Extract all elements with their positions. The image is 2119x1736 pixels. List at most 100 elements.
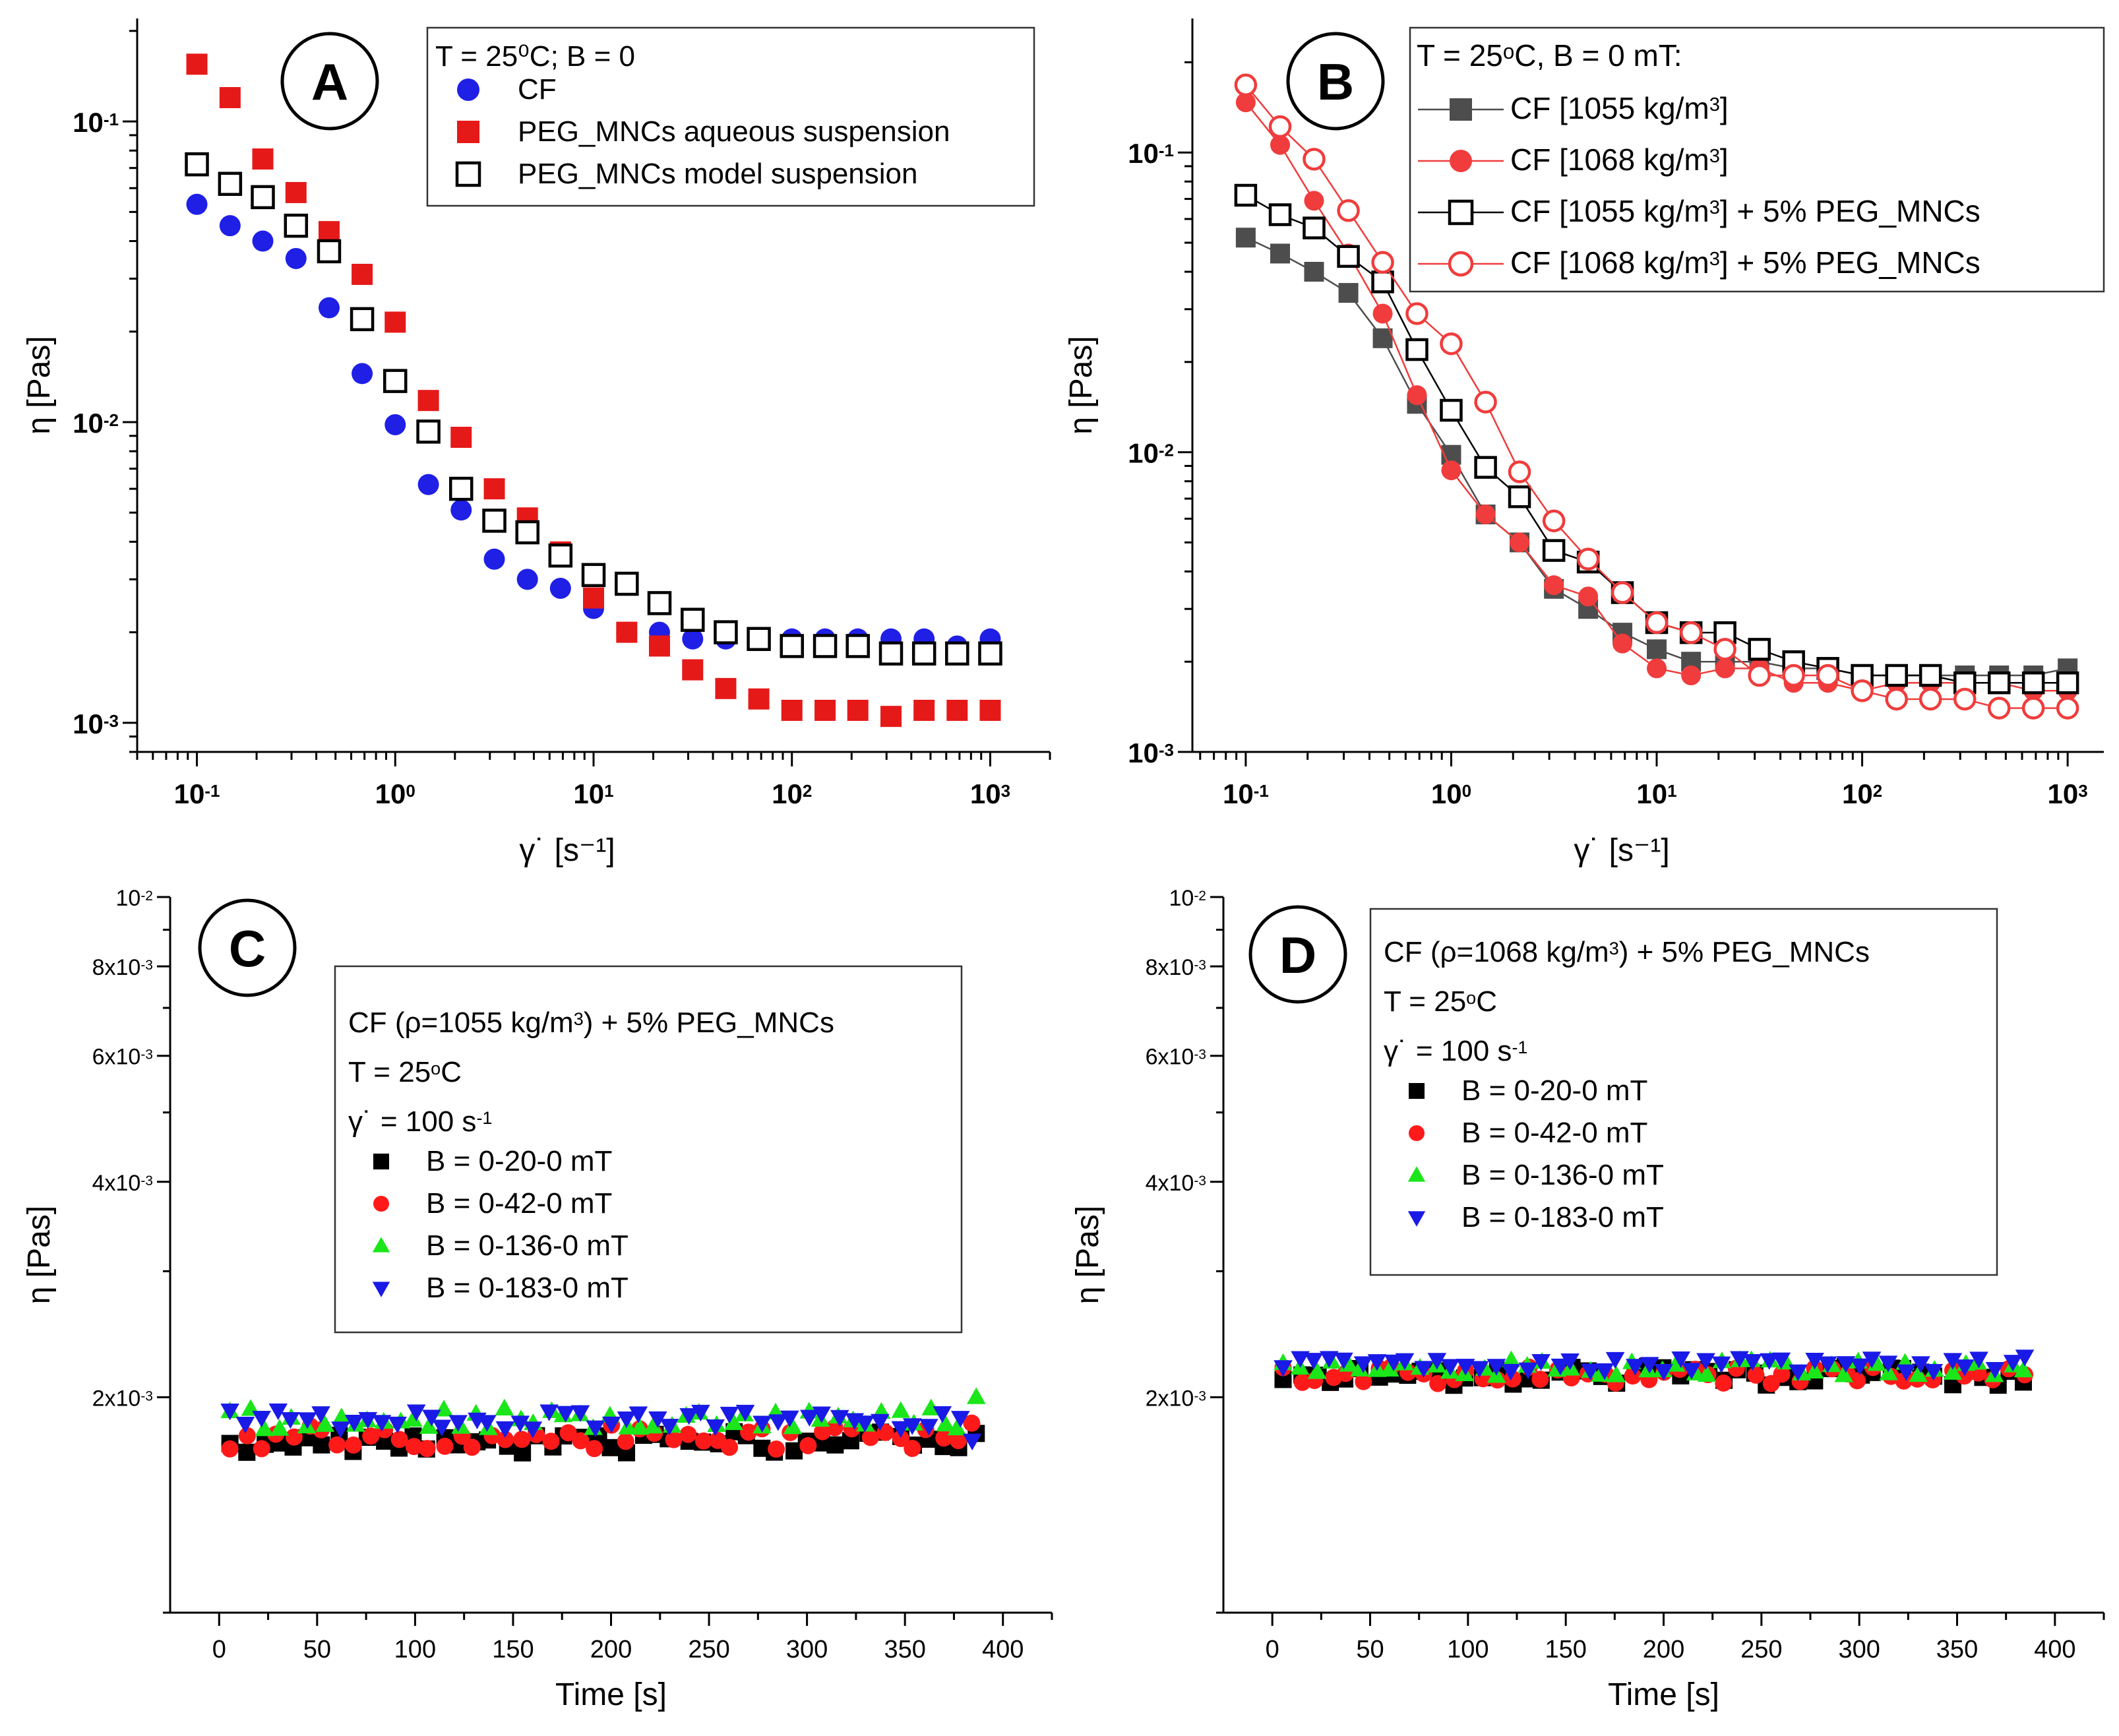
data-point bbox=[615, 571, 639, 596]
data-point bbox=[1715, 658, 1735, 679]
data-point bbox=[747, 627, 771, 651]
data-point bbox=[482, 509, 507, 533]
data-point bbox=[740, 1423, 758, 1441]
x-tick-label: 300 bbox=[1838, 1636, 1880, 1663]
data-point bbox=[1334, 1352, 1353, 1370]
data-point bbox=[682, 628, 704, 650]
data-point bbox=[1953, 687, 1977, 711]
legend-label: B = 0-183-0 mT bbox=[426, 1272, 629, 1304]
data-point bbox=[1885, 687, 1908, 711]
data-point bbox=[1987, 697, 2011, 720]
data-point bbox=[1551, 1358, 1570, 1376]
x-tick-label: 50 bbox=[303, 1636, 331, 1663]
data-point bbox=[1640, 1357, 1659, 1374]
legend-label: CF [1055 kg/m3] + 5% PEG_MNCs bbox=[1510, 194, 1981, 228]
data-point bbox=[515, 520, 539, 545]
data-point bbox=[238, 1443, 256, 1461]
legend-box bbox=[1409, 26, 2105, 293]
x-axis-title: Time [s] bbox=[1608, 1677, 1719, 1712]
data-point bbox=[724, 1413, 743, 1431]
data-point bbox=[660, 1419, 679, 1436]
data-point bbox=[1353, 1356, 1373, 1373]
data-point bbox=[1510, 532, 1530, 553]
x-axis-title: Time [s] bbox=[555, 1677, 667, 1712]
data-point bbox=[1502, 1350, 1521, 1367]
data-point bbox=[1789, 1364, 1808, 1382]
data-point bbox=[861, 1429, 879, 1446]
data-point bbox=[219, 215, 241, 237]
legend-text-line: T = 25oC bbox=[348, 1056, 462, 1088]
data-point bbox=[617, 1433, 634, 1450]
data-point bbox=[252, 148, 274, 170]
data-point bbox=[735, 1404, 755, 1422]
data-point bbox=[384, 414, 406, 435]
data-point bbox=[1654, 1363, 1673, 1381]
data-point bbox=[800, 1410, 819, 1427]
data-point bbox=[1531, 1353, 1551, 1371]
legend-marker bbox=[1409, 1083, 1425, 1099]
data-point bbox=[313, 1436, 330, 1454]
data-point bbox=[963, 1414, 981, 1432]
data-point bbox=[946, 699, 968, 721]
data-point bbox=[1440, 398, 1463, 422]
data-point bbox=[601, 1416, 621, 1434]
x-tick-label: 102 bbox=[772, 778, 812, 809]
data-point bbox=[1581, 1363, 1600, 1380]
data-point bbox=[384, 311, 406, 333]
data-point bbox=[406, 1404, 426, 1421]
data-point bbox=[2021, 671, 2045, 695]
data-point bbox=[1955, 1359, 1975, 1377]
data-point bbox=[1405, 302, 1428, 325]
data-point bbox=[1303, 216, 1326, 239]
data-point bbox=[497, 1431, 514, 1448]
data-point bbox=[768, 1414, 788, 1431]
x-tick-label: 101 bbox=[1636, 778, 1676, 809]
data-point bbox=[1270, 135, 1291, 155]
y-axis-title: η [Pas] bbox=[22, 336, 57, 434]
data-point bbox=[581, 563, 606, 588]
data-point bbox=[1679, 621, 1703, 644]
legend-label: CF [1068 kg/m3] + 5% PEG_MNCs bbox=[1510, 245, 1981, 280]
data-point bbox=[495, 1421, 515, 1439]
y-tick-label: 8x10-3 bbox=[92, 955, 153, 980]
legend-title: T = 25ᵒC, B = 0 mT: bbox=[1417, 38, 1682, 73]
legend-label: PEG_MNCs model suspension bbox=[518, 158, 917, 190]
data-point bbox=[549, 577, 571, 599]
data-point bbox=[1862, 1351, 1882, 1369]
data-point bbox=[383, 369, 408, 393]
legend-marker bbox=[1450, 150, 1472, 172]
data-point bbox=[630, 1417, 650, 1435]
data-point bbox=[219, 87, 241, 109]
data-point bbox=[1611, 581, 1634, 604]
data-point bbox=[390, 1431, 408, 1448]
legend-marker bbox=[1407, 1211, 1426, 1227]
x-tick-label: 350 bbox=[884, 1636, 925, 1663]
data-point bbox=[1235, 228, 1256, 248]
data-point bbox=[1487, 1359, 1506, 1376]
data-point bbox=[220, 1404, 239, 1421]
data-point bbox=[1924, 1364, 1944, 1381]
y-tick-label: 10-2 bbox=[73, 408, 119, 439]
data-point bbox=[417, 390, 439, 412]
data-point bbox=[1372, 328, 1393, 348]
data-point bbox=[405, 1438, 423, 1456]
data-point bbox=[221, 1440, 239, 1458]
data-point bbox=[418, 1440, 436, 1458]
legend: CF (ρ=1055 kg/m3) + 5% PEG_MNCs T = 25oC γ… bbox=[334, 965, 963, 1334]
y-tick-label: 10-3 bbox=[1128, 737, 1174, 768]
y-tick-label: 2x10-3 bbox=[92, 1386, 153, 1411]
data-point bbox=[1456, 1359, 1475, 1376]
y-axis-title: η [Pas] bbox=[1064, 336, 1099, 434]
plot-area bbox=[220, 1387, 986, 1462]
data-point bbox=[1427, 1353, 1447, 1370]
panel-A: 10-1 100 101 102 103 10-3 10-2 10-1 γ˙ [s⁻¹] η [P… bbox=[22, 18, 1051, 868]
data-point bbox=[315, 1415, 335, 1432]
data-point bbox=[328, 1436, 346, 1454]
data-point bbox=[1818, 1356, 1837, 1373]
x-tick-label: 350 bbox=[1936, 1636, 1978, 1663]
data-point bbox=[523, 1421, 543, 1439]
data-point bbox=[892, 1429, 909, 1447]
data-point bbox=[919, 1419, 938, 1436]
data-point bbox=[516, 569, 538, 590]
x-tick-label: 250 bbox=[688, 1636, 729, 1663]
